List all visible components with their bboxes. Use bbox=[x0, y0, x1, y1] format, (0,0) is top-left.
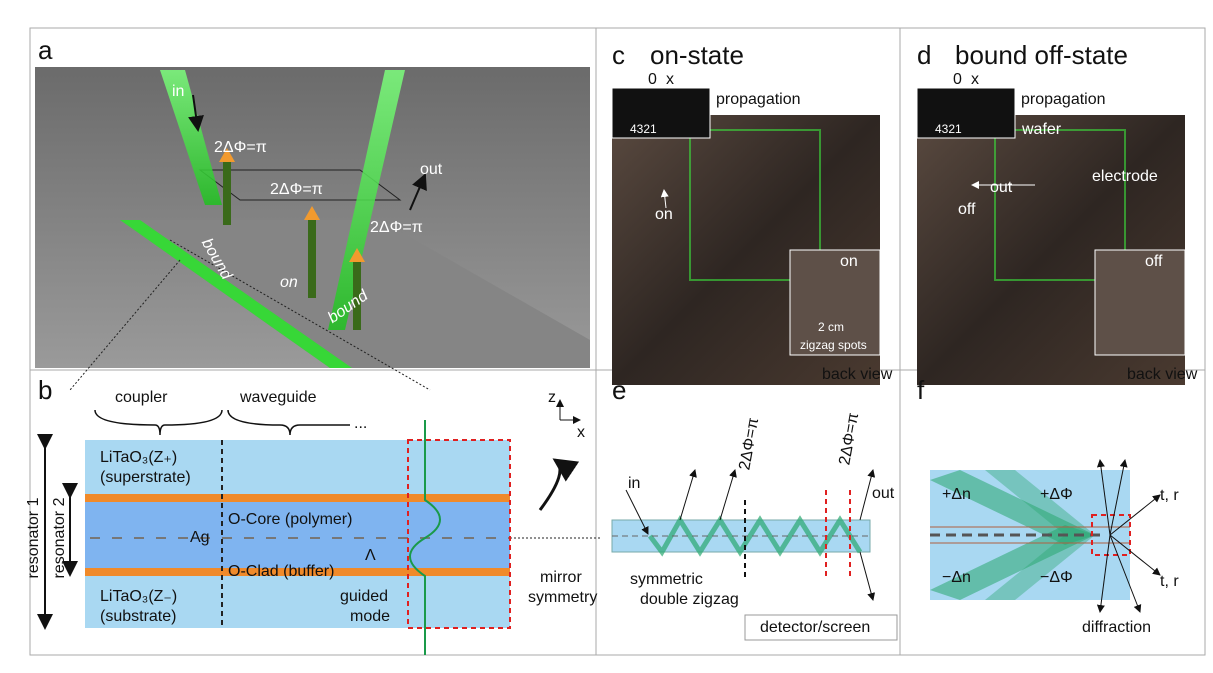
label: wafer bbox=[1021, 121, 1062, 138]
label: Ag bbox=[190, 529, 210, 546]
label: waveguide bbox=[239, 389, 317, 406]
label: 2ΔΦ=π bbox=[214, 139, 267, 156]
label: symmetry bbox=[528, 589, 597, 606]
label: +Δn bbox=[942, 486, 971, 503]
label: off bbox=[958, 201, 976, 218]
label: ... bbox=[354, 415, 367, 432]
label: 0 bbox=[648, 71, 657, 88]
panel-label: c bbox=[612, 40, 625, 70]
label: coupler bbox=[115, 389, 168, 406]
label: 2ΔΦ=π bbox=[270, 181, 323, 198]
panel-label: b bbox=[38, 375, 52, 405]
label: propagation bbox=[716, 91, 801, 108]
label: 2ΔΦ=π bbox=[736, 417, 762, 472]
panel-label: d bbox=[917, 40, 931, 70]
label: 2ΔΦ=π bbox=[370, 219, 423, 236]
phase-pillar bbox=[308, 218, 316, 298]
label: O-Core (polymer) bbox=[228, 511, 352, 528]
panel-label: a bbox=[38, 35, 53, 65]
label: Λ bbox=[365, 547, 376, 564]
label: on bbox=[655, 206, 673, 223]
label: 0 bbox=[953, 71, 962, 88]
label: on bbox=[840, 253, 858, 270]
inset bbox=[917, 88, 1015, 138]
panel-label: e bbox=[612, 375, 626, 405]
label: back view bbox=[1127, 366, 1198, 383]
label: off bbox=[1145, 253, 1163, 270]
label: O-Clad (buffer) bbox=[228, 563, 334, 580]
label: electrode bbox=[1092, 168, 1158, 185]
label: x bbox=[577, 424, 585, 441]
arrow bbox=[680, 470, 695, 520]
label: back view bbox=[822, 366, 893, 383]
label: 4321 bbox=[935, 122, 962, 136]
label: double zigzag bbox=[640, 591, 739, 608]
label: resonator 2 bbox=[51, 497, 68, 578]
label: x bbox=[971, 71, 979, 88]
brace bbox=[95, 410, 222, 435]
figure: a in out 2ΔΦ=π 2ΔΦ=π 2ΔΦ=π bound on boun… bbox=[0, 0, 1213, 673]
label: zigzag spots bbox=[800, 338, 867, 352]
label: mirror bbox=[540, 569, 582, 586]
label: (substrate) bbox=[100, 608, 176, 625]
arrow bbox=[720, 470, 735, 520]
label: guided bbox=[340, 588, 388, 605]
inset bbox=[1095, 250, 1185, 355]
label: 4321 bbox=[630, 122, 657, 136]
title: bound off-state bbox=[955, 40, 1128, 70]
label: symmetric bbox=[630, 571, 703, 588]
inset bbox=[612, 88, 710, 138]
label: −Δn bbox=[942, 569, 971, 586]
label: in bbox=[172, 83, 184, 100]
label: out bbox=[872, 485, 895, 502]
label: 2 cm bbox=[818, 320, 844, 334]
title: on-state bbox=[650, 40, 744, 70]
arrow bbox=[860, 552, 873, 600]
phase-pillar bbox=[223, 160, 231, 225]
label: resonator 1 bbox=[25, 497, 42, 578]
label: mode bbox=[350, 608, 390, 625]
label: detector/screen bbox=[760, 619, 870, 636]
label: out bbox=[990, 179, 1013, 196]
label: out bbox=[420, 161, 443, 178]
label: (superstrate) bbox=[100, 469, 191, 486]
label: in bbox=[628, 475, 640, 492]
label: on bbox=[280, 274, 298, 291]
label: diffraction bbox=[1082, 619, 1151, 636]
label: propagation bbox=[1021, 91, 1106, 108]
label: +ΔΦ bbox=[1040, 486, 1073, 503]
label: 2ΔΦ=π bbox=[836, 412, 862, 467]
label: LiTaO₃(Z₊) bbox=[100, 449, 177, 466]
label: x bbox=[666, 71, 674, 88]
label: t, r bbox=[1160, 573, 1179, 590]
label: −ΔΦ bbox=[1040, 569, 1073, 586]
label: LiTaO₃(Z₋) bbox=[100, 588, 177, 605]
brace bbox=[228, 410, 350, 435]
panel-label: f bbox=[917, 375, 925, 405]
label: z bbox=[548, 389, 556, 406]
buffer-layer bbox=[85, 494, 510, 502]
label: t, r bbox=[1160, 487, 1179, 504]
symmetry-arrow bbox=[540, 460, 560, 510]
